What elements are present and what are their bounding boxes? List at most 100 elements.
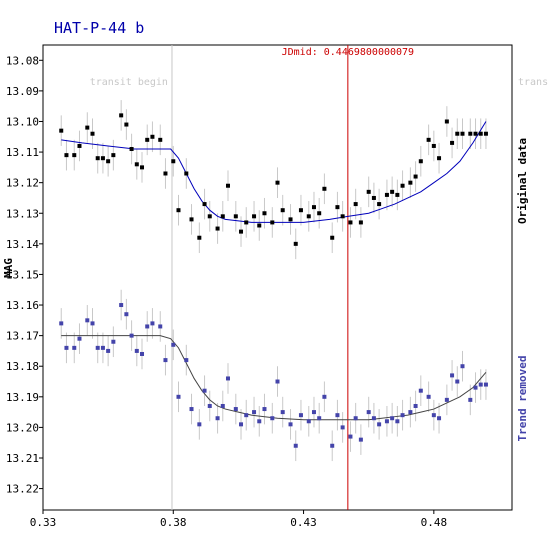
data-point (64, 345, 69, 350)
data-point (280, 208, 285, 213)
data-point (220, 214, 225, 219)
data-point (311, 205, 316, 210)
data-point (413, 403, 418, 408)
data-point (395, 192, 400, 197)
data-point (111, 339, 116, 344)
data-point (366, 410, 371, 415)
data-point (288, 217, 293, 222)
y-tick-label: 13.10 (6, 115, 39, 128)
data-point (371, 416, 376, 421)
data-point (275, 379, 280, 384)
data-point (348, 220, 353, 225)
data-point (134, 348, 139, 353)
data-point (163, 171, 168, 176)
data-point (176, 208, 181, 213)
data-point (377, 422, 382, 427)
data-point (252, 214, 257, 219)
data-point (77, 336, 82, 341)
data-point (100, 345, 105, 350)
data-point (340, 214, 345, 219)
data-point (189, 217, 194, 222)
data-point (437, 156, 442, 161)
data-point (431, 413, 436, 418)
data-point (184, 358, 189, 363)
data-point (176, 394, 181, 399)
data-point (306, 419, 311, 424)
data-point (257, 419, 262, 424)
data-point (444, 397, 449, 402)
fit-curve-trend-removed (61, 335, 487, 421)
data-point (298, 208, 303, 213)
data-point (158, 137, 163, 142)
data-point (317, 416, 322, 421)
data-point (418, 159, 423, 164)
data-point (64, 153, 69, 158)
data-point (171, 342, 176, 347)
data-point (437, 416, 442, 421)
data-point (483, 131, 488, 136)
data-point (473, 385, 478, 390)
vline-label-transit-end: trans (518, 77, 548, 88)
data-point (353, 202, 358, 207)
data-point (244, 413, 249, 418)
y-tick-label: 13.13 (6, 207, 39, 220)
data-point (233, 214, 238, 219)
data-point (395, 419, 400, 424)
data-point (413, 174, 418, 179)
data-point (348, 434, 353, 439)
data-point (473, 131, 478, 136)
data-point (202, 202, 207, 207)
data-point (483, 382, 488, 387)
x-tick-label: 0.33 (30, 516, 57, 529)
y-tick-label: 13.20 (6, 421, 39, 434)
y-tick-label: 13.21 (6, 452, 39, 465)
data-point (59, 128, 64, 133)
data-point (400, 413, 405, 418)
data-point (431, 143, 436, 148)
data-point (111, 153, 116, 158)
data-point (426, 394, 431, 399)
data-point (478, 382, 483, 387)
data-point (252, 410, 257, 415)
data-point (390, 416, 395, 421)
data-point (335, 413, 340, 418)
data-point (145, 324, 150, 329)
plot-frame (42, 44, 513, 511)
data-point (418, 388, 423, 393)
data-point (225, 183, 230, 188)
data-point (207, 403, 212, 408)
data-point (450, 373, 455, 378)
data-point (124, 312, 129, 317)
y-tick-label: 13.15 (6, 268, 39, 281)
data-point (358, 220, 363, 225)
data-point (426, 137, 431, 142)
data-point (95, 345, 100, 350)
data-point (455, 131, 460, 136)
y-tick-label: 13.19 (6, 391, 39, 404)
data-point (353, 416, 358, 421)
y-tick-label: 13.08 (6, 54, 39, 67)
y-tick-label: 13.16 (6, 299, 39, 312)
data-point (400, 183, 405, 188)
data-point (408, 180, 413, 185)
vline-label-jdmid: JDmid: 0.4469800000079 (282, 47, 414, 58)
chart-title: HAT-P-44 b (54, 19, 144, 37)
data-point (460, 131, 465, 136)
data-point (478, 131, 483, 136)
data-point (189, 407, 194, 412)
data-point (408, 410, 413, 415)
data-point (293, 241, 298, 246)
data-point (197, 422, 202, 427)
data-point (270, 416, 275, 421)
y-axis-ticks: 13.08 13.09 13.10 13.11 13.12 13.13 13.14 13.15… (6, 54, 43, 496)
data-point (215, 226, 220, 231)
y-tick-label: 13.11 (6, 146, 39, 159)
data-point (59, 321, 64, 326)
y-tick-label: 13.22 (6, 483, 39, 496)
data-point (293, 443, 298, 448)
y-tick-label: 13.12 (6, 177, 39, 190)
data-point (220, 403, 225, 408)
data-point (90, 321, 95, 326)
data-point (390, 189, 395, 194)
data-point (85, 318, 90, 323)
